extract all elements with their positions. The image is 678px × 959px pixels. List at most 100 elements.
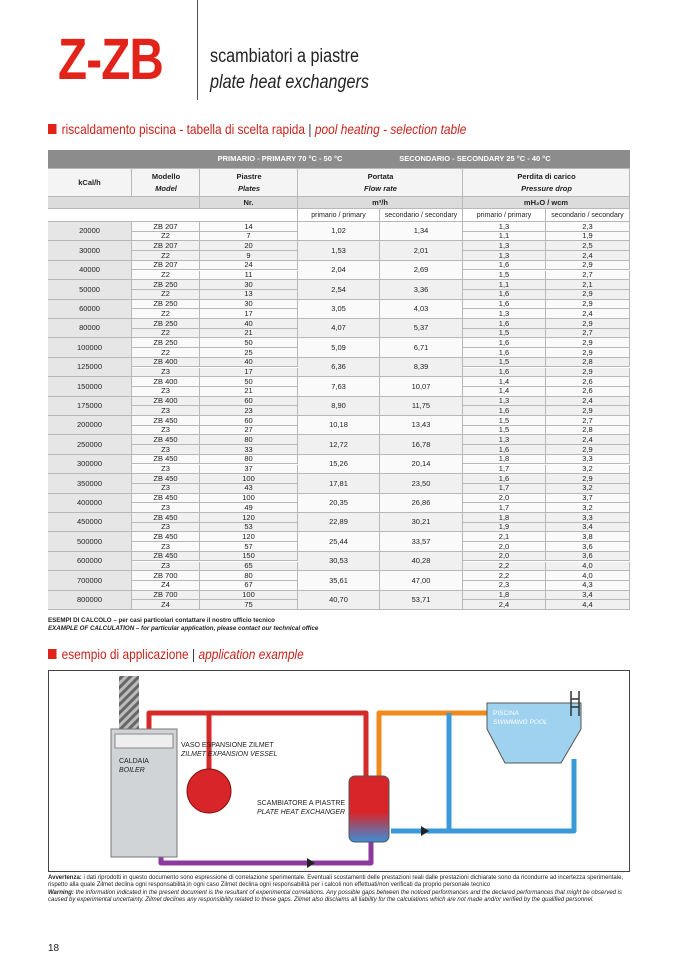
drop-primary: 1,5: [463, 357, 546, 368]
heading-it: riscaldamento piscina - tabella di scelt…: [61, 121, 306, 137]
pipe-primary-flow: [146, 710, 369, 776]
drop-secondary: 2,7: [546, 328, 630, 339]
model: ZB 450: [132, 551, 200, 562]
model: ZB 250: [132, 319, 200, 329]
pipe-primary-return: [158, 841, 374, 866]
flow-secondary: 30,21: [380, 513, 463, 533]
plates: 40: [200, 357, 298, 368]
col-model-en: Model: [155, 183, 177, 193]
page-number: 18: [48, 943, 60, 954]
plates: 7: [200, 231, 298, 242]
drop-secondary: 3,3: [546, 513, 630, 523]
drop-primary: 1,5: [463, 425, 546, 436]
col-kcal: kCal/h: [48, 169, 132, 197]
unit-plates: Nr.: [200, 197, 298, 209]
flow-secondary: 10,07: [380, 377, 463, 397]
model: Z3: [132, 522, 200, 533]
plates: 14: [200, 222, 298, 232]
drop-secondary: 2,9: [546, 474, 630, 484]
subheader: primario / primary: [298, 209, 380, 222]
expansion-vessel: [186, 768, 232, 814]
drop-primary: 1,6: [463, 406, 546, 416]
plates: 80: [200, 435, 298, 446]
plates: 25: [200, 348, 298, 358]
drop-secondary: 2,4: [546, 396, 630, 407]
model: Z3: [132, 367, 200, 378]
flow-secondary: 16,78: [380, 435, 463, 455]
diagram-frame: VASO ESPANSIONE ZILMET ZILMET EXPANSION …: [48, 670, 630, 872]
flow-secondary: 47,00: [380, 571, 463, 591]
drop-secondary: 3,8: [546, 532, 630, 543]
flow-primary: 17,81: [298, 474, 380, 494]
drop-primary: 1,5: [463, 270, 546, 281]
flow-primary: 3,05: [298, 299, 380, 319]
drop-primary: 1,3: [463, 222, 546, 232]
model: ZB 450: [132, 416, 200, 426]
pool-ladder: [570, 691, 580, 716]
vessel-label-it: VASO ESPANSIONE ZILMET: [181, 742, 274, 749]
pipe-secondary-flow: [376, 710, 495, 776]
plates: 53: [200, 522, 298, 533]
kcal: 125000: [48, 357, 132, 378]
boiler-panel: [114, 733, 174, 749]
drop-secondary: 2,4: [546, 435, 630, 446]
plates: 50: [200, 338, 298, 349]
text: i dati riprodotti in questo documento so…: [48, 875, 624, 889]
flow-primary: 30,53: [298, 551, 380, 572]
plates: 13: [200, 289, 298, 300]
drop-secondary: 2,8: [546, 357, 630, 368]
units: [48, 197, 200, 209]
plates: 49: [200, 503, 298, 513]
boiler-label-en: BOILER: [119, 767, 145, 774]
plates: 43: [200, 483, 298, 494]
drop-primary: 1,6: [463, 319, 546, 329]
model: Z2: [132, 348, 200, 358]
application-diagram: VASO ESPANSIONE ZILMET ZILMET EXPANSION …: [110, 676, 582, 868]
drop-primary: 1,3: [463, 435, 546, 446]
model: ZB 207: [132, 222, 200, 232]
flow-primary: 22,89: [298, 513, 380, 533]
plates: 57: [200, 542, 298, 552]
model: ZB 450: [132, 454, 200, 465]
drop-primary: 1,6: [463, 299, 546, 310]
flow-secondary: 53,71: [380, 590, 463, 610]
unit-drop: mH₂O / wcm: [463, 197, 630, 209]
flow-secondary: 20,14: [380, 454, 463, 475]
plates: 27: [200, 425, 298, 436]
plates: 40: [200, 319, 298, 329]
pipe-secondary-return: [391, 759, 577, 834]
flow-primary: 5,09: [298, 338, 380, 358]
flow-primary: 35,61: [298, 571, 380, 591]
flow-primary: 20,35: [298, 493, 380, 513]
disclaimer-en: Warning: the information indicated in th…: [48, 890, 630, 905]
flow-primary: 10,18: [298, 416, 380, 436]
drop-secondary: 1,9: [546, 231, 630, 242]
drop-primary: 2,4: [463, 600, 546, 610]
drop-primary: 1,8: [463, 454, 546, 465]
drop-secondary: 2,4: [546, 309, 630, 319]
plates: 9: [200, 251, 298, 261]
model: Z3: [132, 386, 200, 397]
plates: 17: [200, 367, 298, 378]
model: Z2: [132, 309, 200, 319]
plates: 17: [200, 309, 298, 319]
flow-secondary: 13,43: [380, 416, 463, 436]
unit-flow: m³/h: [298, 197, 463, 209]
model: Z2: [132, 270, 200, 281]
model: Z2: [132, 328, 200, 339]
model: Z3: [132, 406, 200, 416]
kcal: 350000: [48, 474, 132, 494]
plates: 33: [200, 445, 298, 455]
drop-secondary: 4,0: [546, 561, 630, 572]
kcal: 450000: [48, 513, 132, 533]
flow-secondary: 1,34: [380, 222, 463, 242]
plates: 80: [200, 571, 298, 581]
plates: 30: [200, 299, 298, 310]
heat-exchanger: [348, 775, 390, 843]
drop-primary: 1,1: [463, 280, 546, 290]
kcal: 50000: [48, 280, 132, 300]
drop-primary: 1,8: [463, 590, 546, 601]
model: ZB 250: [132, 338, 200, 349]
kcal: 300000: [48, 454, 132, 475]
plates: 24: [200, 260, 298, 271]
